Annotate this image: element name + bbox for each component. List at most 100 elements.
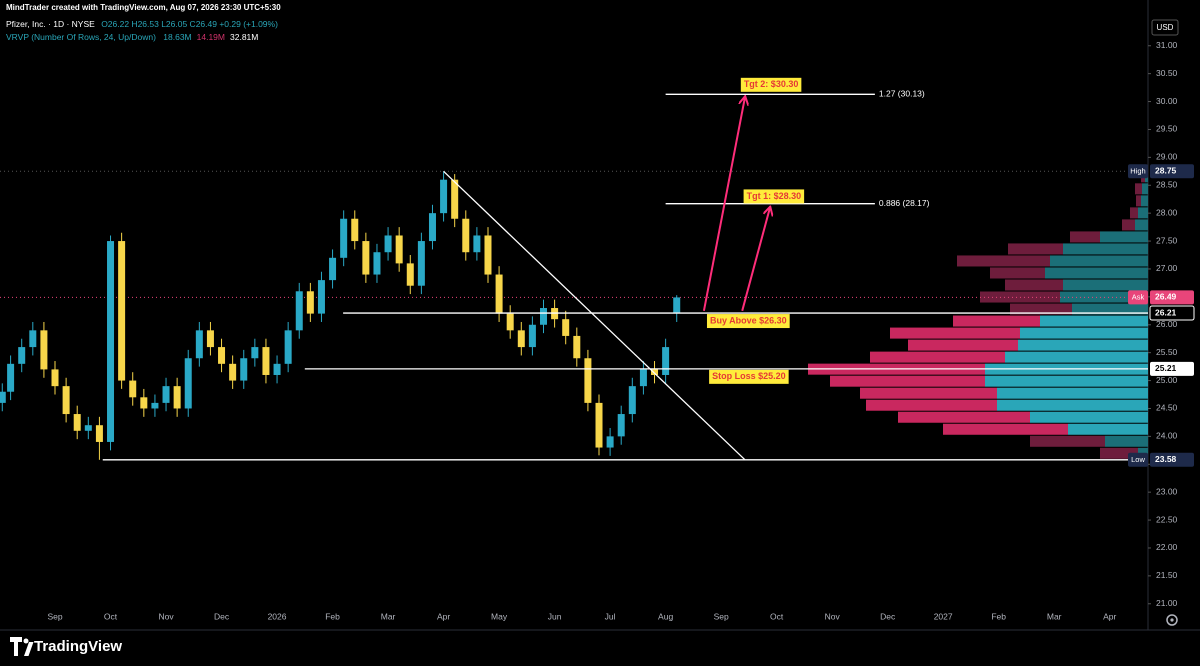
x-tick-label: Sep xyxy=(47,611,62,621)
profile-up-bar xyxy=(1030,411,1148,423)
y-tick-label: 21.00 xyxy=(1156,598,1178,608)
candle-body xyxy=(129,380,137,398)
profile-down-bar xyxy=(1008,243,1063,255)
target-label: Tgt 2: $30.30 xyxy=(744,79,799,89)
profile-up-bar xyxy=(1018,339,1148,351)
profile-up-bar xyxy=(1068,423,1148,435)
x-tick-label: Jun xyxy=(548,611,562,621)
candle-body xyxy=(617,414,625,437)
indicator-readout: 32.81M xyxy=(230,32,258,42)
currency[interactable]: USD xyxy=(1157,23,1174,32)
level-label: Buy Above $26.30 xyxy=(710,315,787,325)
y-tick-label: 25.00 xyxy=(1156,375,1178,385)
brand-name[interactable]: TradingView xyxy=(34,638,122,655)
profile-up-bar xyxy=(1005,351,1148,363)
price-tag xyxy=(1149,305,1195,321)
profile-up-bar xyxy=(1135,219,1148,231)
target-box xyxy=(740,77,802,92)
candle-body xyxy=(562,319,570,336)
candle-body xyxy=(229,363,237,381)
profile-up-bar xyxy=(1072,303,1148,315)
candle-body xyxy=(195,330,203,359)
profile-up-bar xyxy=(1045,267,1148,279)
price-tag-value: 26.21 xyxy=(1155,307,1177,317)
settings-gear[interactable] xyxy=(1166,614,1178,626)
currency-box[interactable] xyxy=(1151,19,1179,36)
x-tick-label: 2026 xyxy=(268,611,287,621)
profile-down-bar xyxy=(898,411,1030,423)
x-tick-label: Mar xyxy=(1047,611,1062,621)
ohlc-values: O26.22 H26.53 L26.05 C26.49 +0.29 (+1.09… xyxy=(101,19,278,29)
candle-body xyxy=(173,386,181,409)
x-tick-label: Mar xyxy=(381,611,396,621)
profile-down-bar xyxy=(870,351,1005,363)
profile-up-bar xyxy=(1141,195,1148,207)
candle-body xyxy=(462,218,470,253)
price-tag-value: 26.49 xyxy=(1155,292,1177,302)
price-tag-name: Ask xyxy=(1132,292,1145,301)
x-tick-label: Aug xyxy=(658,611,673,621)
profile-down-bar xyxy=(1010,303,1072,315)
candle-body xyxy=(273,363,281,375)
y-tick-label: 31.00 xyxy=(1156,40,1178,50)
x-tick-label: Dec xyxy=(880,611,896,621)
candle-body xyxy=(384,235,392,253)
candle-body xyxy=(73,414,81,431)
symbol-title: Pfizer, Inc. · 1D · NYSE xyxy=(6,19,95,29)
candle-body xyxy=(218,347,226,364)
logo-mark[interactable] xyxy=(10,637,22,656)
target-arrow xyxy=(702,97,745,312)
price-tag xyxy=(1150,164,1194,179)
profile-down-bar xyxy=(890,327,1020,339)
trendline xyxy=(443,170,746,461)
candle-body xyxy=(484,235,492,275)
candle-body xyxy=(107,241,115,442)
candle-body xyxy=(162,386,170,403)
candle-body xyxy=(639,369,647,387)
profile-down-bar xyxy=(953,315,1040,327)
candle-body xyxy=(662,347,670,375)
y-tick-label: 24.50 xyxy=(1156,403,1178,413)
logo-slash[interactable] xyxy=(24,642,34,656)
brand-logo[interactable]: TradingView xyxy=(10,637,122,656)
candle-body xyxy=(395,235,403,264)
settings-icon[interactable] xyxy=(1166,614,1178,626)
profile-down-bar xyxy=(866,399,997,411)
candle-body xyxy=(251,347,259,359)
x-tick-label: Oct xyxy=(770,611,784,621)
settings-gear-center[interactable] xyxy=(1170,618,1174,622)
y-tick-label: 24.00 xyxy=(1156,431,1178,441)
price-tag-value: 23.58 xyxy=(1155,454,1177,464)
x-tick-label: Nov xyxy=(158,611,174,621)
profile-down-bar xyxy=(1136,195,1141,207)
x-tick-label: Nov xyxy=(825,611,841,621)
y-tick-label: 27.00 xyxy=(1156,263,1178,273)
y-tick-label: 23.00 xyxy=(1156,486,1178,496)
y-tick-label: 22.50 xyxy=(1156,514,1178,524)
y-tick-label: 26.00 xyxy=(1156,319,1178,329)
candle-body xyxy=(362,241,370,275)
profile-up-bar xyxy=(997,387,1148,399)
price-tag-name-box xyxy=(1128,164,1148,179)
profile-up-bar xyxy=(1040,315,1148,327)
y-tick-label: 27.50 xyxy=(1156,235,1178,245)
candle-body xyxy=(340,218,348,258)
profile-down-bar xyxy=(1130,207,1138,219)
profile-up-bar xyxy=(1050,255,1148,267)
candle-body xyxy=(29,330,37,348)
logo-dot[interactable] xyxy=(23,638,29,644)
y-tick-label: 21.50 xyxy=(1156,570,1178,580)
level-label: Stop Loss $25.20 xyxy=(712,371,786,381)
candle-body xyxy=(284,330,292,364)
candle-body xyxy=(373,252,381,275)
candle-body xyxy=(40,330,48,370)
symbol-legend: Pfizer, Inc. · 1D · NYSE O26.22 H26.53 L… xyxy=(6,19,278,29)
price-tag-name: Low xyxy=(1131,455,1145,464)
profile-up-bar xyxy=(1100,231,1148,243)
profile-up-bar xyxy=(985,375,1148,387)
profile-down-bar xyxy=(908,339,1018,351)
attribution: MindTrader created with TradingView.com,… xyxy=(6,3,281,12)
profile-down-bar xyxy=(957,255,1050,267)
candle-body xyxy=(573,335,581,359)
